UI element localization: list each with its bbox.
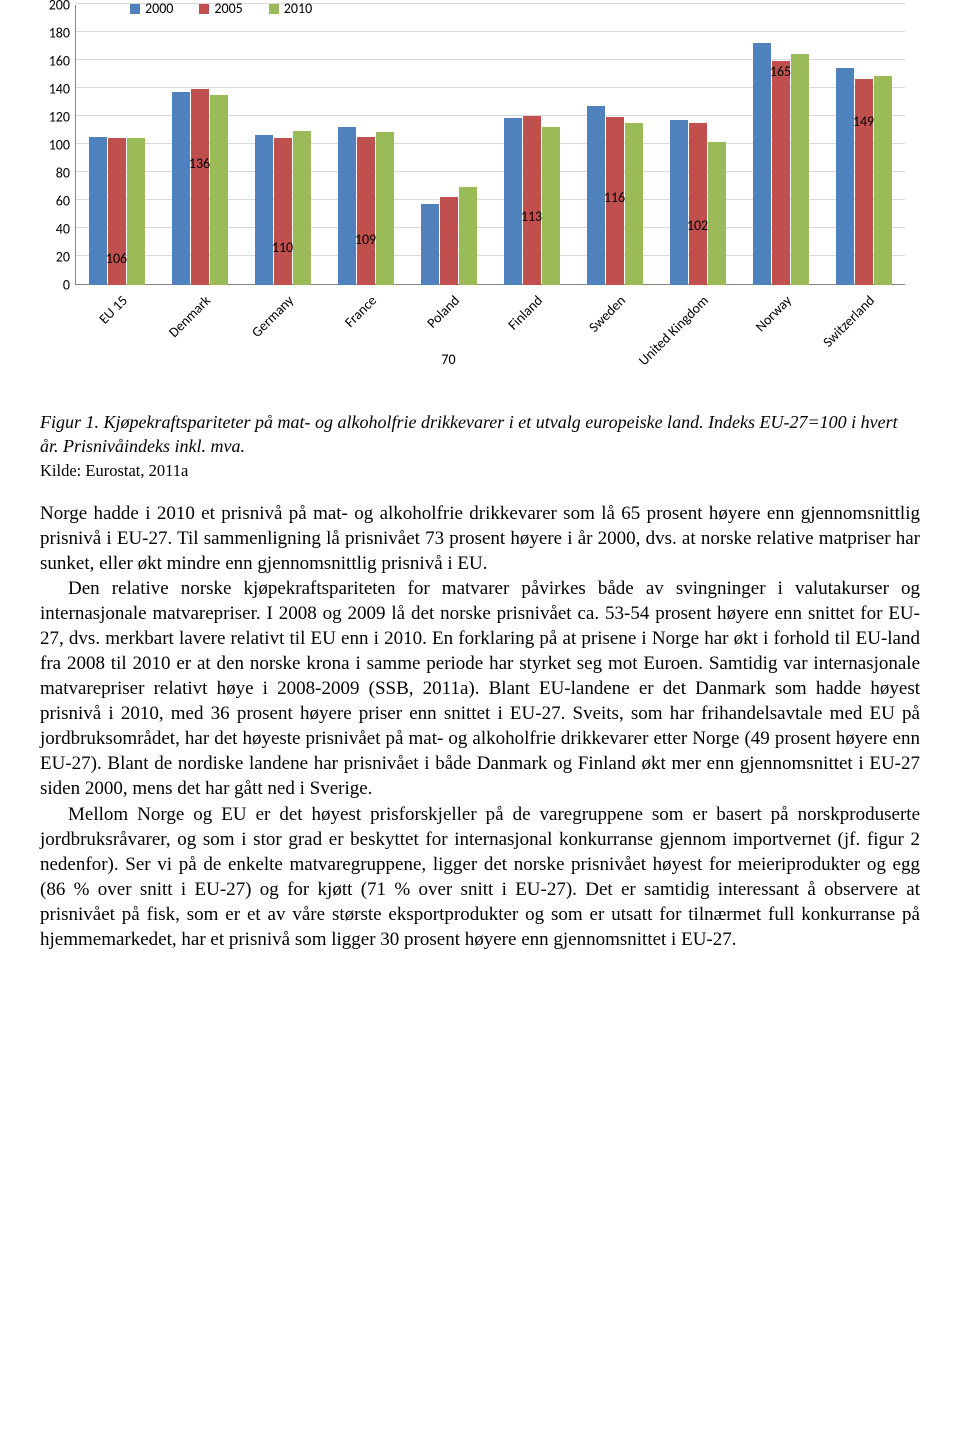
y-axis-tick: 200 bbox=[40, 0, 70, 14]
bar bbox=[421, 204, 439, 285]
bar bbox=[440, 197, 458, 285]
y-axis-tick: 80 bbox=[40, 165, 70, 182]
bar-group: 149 bbox=[822, 68, 905, 285]
bar bbox=[670, 120, 688, 285]
y-axis-tick: 180 bbox=[40, 25, 70, 42]
bar-group: 109 bbox=[324, 127, 407, 285]
y-axis-tick: 0 bbox=[40, 277, 70, 294]
x-axis-label: United Kingdom bbox=[635, 292, 712, 369]
bar bbox=[172, 92, 190, 285]
legend-item: 2010 bbox=[269, 0, 312, 17]
bar-value-label: 106 bbox=[106, 250, 127, 267]
bar bbox=[191, 89, 209, 285]
bar bbox=[625, 123, 643, 285]
x-axis-label: France bbox=[341, 292, 380, 331]
bar bbox=[708, 142, 726, 285]
bar bbox=[255, 135, 273, 285]
x-axis-label: Finland bbox=[504, 292, 545, 333]
figure-number: Figur 1. bbox=[40, 412, 104, 432]
bar bbox=[874, 76, 892, 285]
y-axis-tick: 120 bbox=[40, 109, 70, 126]
bar-group: 113 bbox=[490, 116, 573, 285]
bar-chart: 0 20 40 60 80 100 120 140 160 180 200 106 136 110 109… bbox=[40, 0, 920, 380]
bar bbox=[855, 79, 873, 285]
bar-group: 110 bbox=[241, 131, 324, 285]
bar bbox=[357, 137, 375, 285]
x-axis-label: Denmark bbox=[165, 292, 214, 341]
body-text: Norge hadde i 2010 et prisnivå på mat- o… bbox=[40, 501, 920, 952]
paragraph-2: Den relative norske kjøpekraftspariteten… bbox=[40, 576, 920, 802]
y-axis-tick: 20 bbox=[40, 249, 70, 266]
bar-value-label: 149 bbox=[853, 113, 874, 130]
bar-value-label: 136 bbox=[189, 155, 210, 172]
bar-value-label: 113 bbox=[521, 208, 542, 225]
bar bbox=[523, 116, 541, 285]
bar bbox=[127, 138, 145, 285]
bar bbox=[338, 127, 356, 285]
bar bbox=[772, 61, 790, 285]
bar bbox=[753, 43, 771, 285]
bar-value-label: 110 bbox=[272, 239, 293, 256]
bar-group: 136 bbox=[158, 89, 241, 285]
x-axis-label: Germany bbox=[248, 292, 297, 341]
bar bbox=[459, 187, 477, 285]
legend-swatch bbox=[130, 4, 140, 14]
x-axis-label: Switzerland bbox=[819, 292, 878, 351]
bar bbox=[689, 123, 707, 285]
bar-group: 106 bbox=[75, 137, 158, 285]
figure-caption: Figur 1. Kjøpekraftspariteter på mat- og… bbox=[40, 410, 920, 459]
bar bbox=[293, 131, 311, 285]
bar bbox=[791, 54, 809, 285]
y-axis-tick: 100 bbox=[40, 137, 70, 154]
paragraph-1: Norge hadde i 2010 et prisnivå på mat- o… bbox=[40, 501, 920, 576]
y-axis-tick: 40 bbox=[40, 221, 70, 238]
bar-group: 165 bbox=[739, 43, 822, 285]
bar bbox=[504, 118, 522, 285]
bar bbox=[587, 106, 605, 285]
bar bbox=[210, 95, 228, 285]
x-axis-label: Sweden bbox=[585, 292, 629, 336]
bar-group: 116 bbox=[573, 106, 656, 285]
bar-value-label: 116 bbox=[604, 189, 625, 206]
bar bbox=[274, 138, 292, 285]
bar-value-label: 109 bbox=[355, 231, 376, 248]
legend-label: 2005 bbox=[214, 0, 242, 17]
figure-source: Kilde: Eurostat, 2011a bbox=[40, 461, 920, 481]
bar-group: 70 bbox=[407, 187, 490, 285]
legend-label: 2000 bbox=[145, 0, 173, 17]
x-axis-label: Poland bbox=[423, 292, 463, 332]
bar-value-label: 102 bbox=[687, 217, 708, 234]
chart-legend: 2000 2005 2010 bbox=[130, 0, 312, 17]
bar bbox=[542, 127, 560, 285]
paragraph-3: Mellom Norge og EU er det høyest prisfor… bbox=[40, 802, 920, 952]
y-axis-tick: 140 bbox=[40, 81, 70, 98]
legend-swatch bbox=[269, 4, 279, 14]
legend-swatch bbox=[199, 4, 209, 14]
bar bbox=[89, 137, 107, 285]
x-axis-label: Norway bbox=[751, 292, 794, 335]
bar bbox=[376, 132, 394, 285]
legend-label: 2010 bbox=[284, 0, 312, 17]
y-axis-tick: 60 bbox=[40, 193, 70, 210]
bar bbox=[836, 68, 854, 285]
figure-caption-text: Kjøpekraftspariteter på mat- og alkoholf… bbox=[40, 412, 898, 456]
bar-value-label: 165 bbox=[770, 63, 791, 80]
legend-item: 2005 bbox=[199, 0, 242, 17]
x-axis-label: EU 15 bbox=[95, 292, 130, 327]
legend-item: 2000 bbox=[130, 0, 173, 17]
bar-group: 102 bbox=[656, 120, 739, 285]
y-axis-tick: 160 bbox=[40, 53, 70, 70]
